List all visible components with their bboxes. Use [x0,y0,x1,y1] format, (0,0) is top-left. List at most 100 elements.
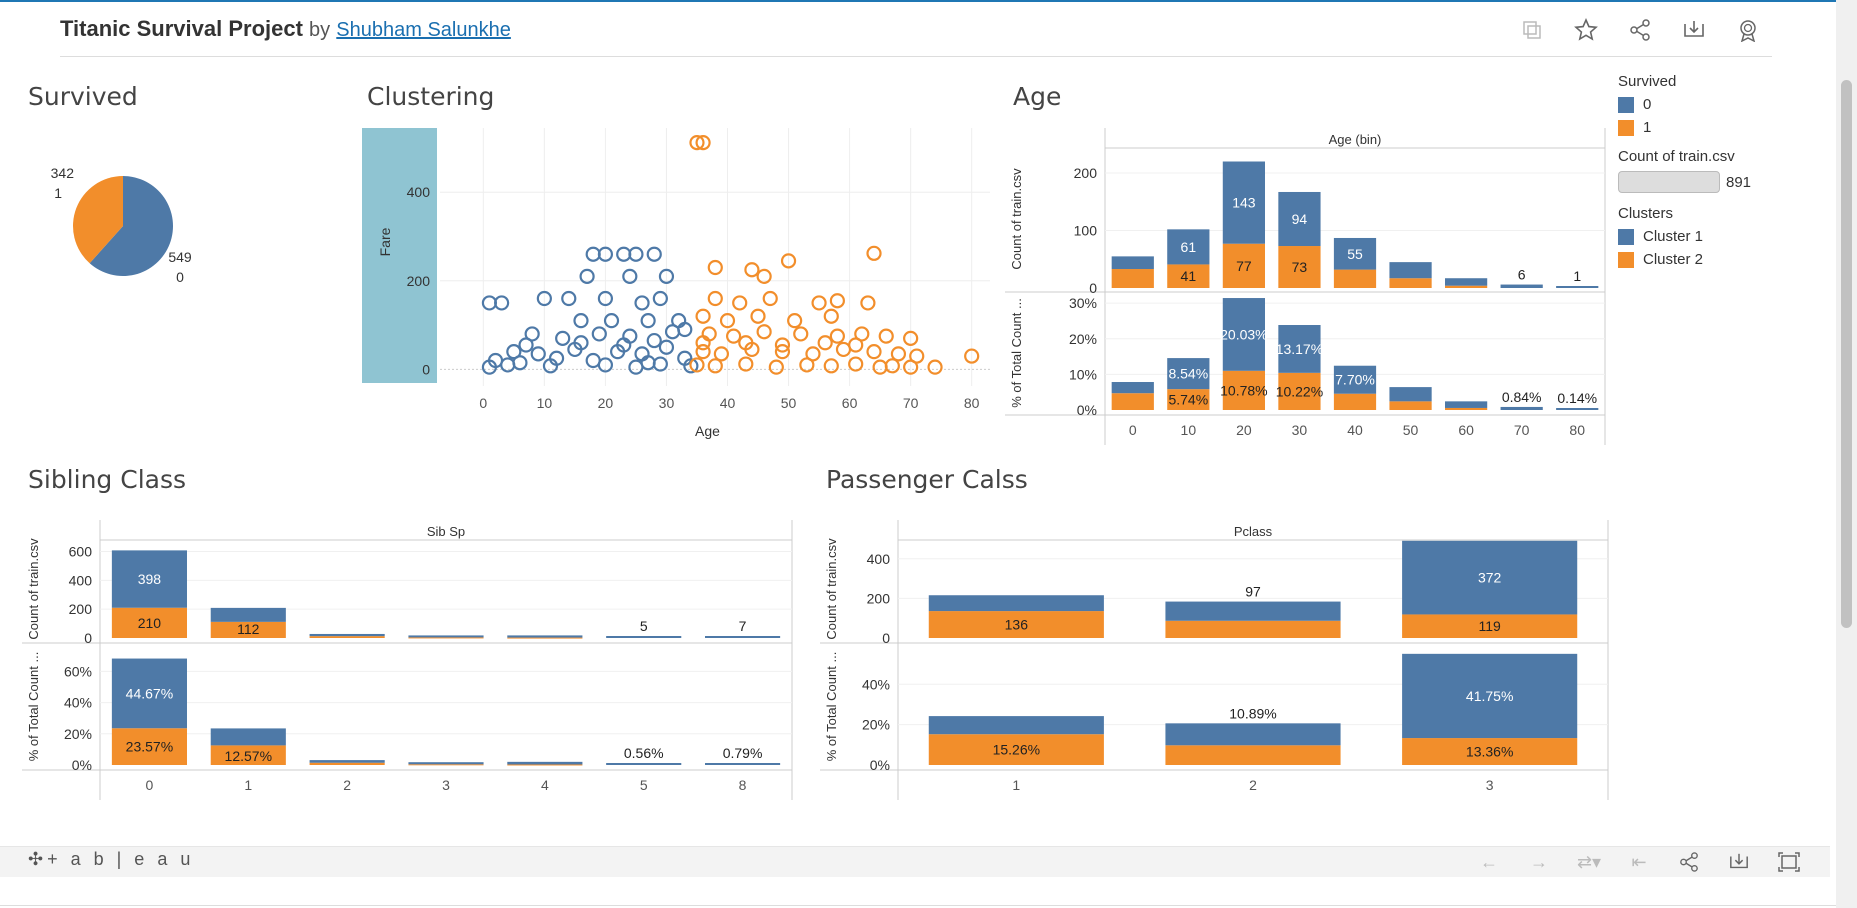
scatter-point[interactable] [707,358,723,374]
copy-icon[interactable] [1518,16,1546,44]
bar-segment-survived-1[interactable] [1165,620,1341,638]
bar-segment-survived-0[interactable] [1389,387,1432,402]
scatter-point[interactable] [884,358,900,374]
scatter-point[interactable] [756,324,772,340]
bar-segment-survived-1[interactable] [1111,393,1154,410]
scatter-point[interactable] [689,357,705,373]
bar-segment-survived-1[interactable] [1402,614,1578,638]
bar-segment-survived-1[interactable] [1167,264,1210,288]
badge-icon[interactable] [1734,16,1762,44]
scatter-point[interactable] [829,293,845,309]
author-link[interactable]: Shubham Salunkhe [336,19,511,41]
scatter-point[interactable] [585,246,601,262]
bar-segment-survived-0[interactable] [1111,382,1154,394]
bar-segment-survived-1[interactable] [1222,370,1265,410]
scatter-point[interactable] [823,308,839,324]
bar-segment-survived-1[interactable] [928,734,1104,765]
bar-segment-survived-0[interactable] [111,658,187,729]
scatter-point[interactable] [695,308,711,324]
scatter-point[interactable] [677,321,693,338]
scatter-point[interactable] [872,359,888,375]
bar-segment-survived-1[interactable] [1402,738,1578,765]
bar-segment-survived-0[interactable] [1445,278,1488,286]
fullscreen-icon[interactable] [1776,850,1802,874]
scatter-point[interactable] [512,355,528,371]
bar-segment-survived-0[interactable] [1165,601,1341,621]
scatter-point[interactable] [524,326,540,342]
undo-icon[interactable]: ← [1480,851,1498,872]
bar-segment-survived-0[interactable] [1222,298,1265,371]
bar-segment-survived-1[interactable] [1167,389,1210,410]
scatter-point[interactable] [634,295,650,311]
scatter-point[interactable] [964,348,980,364]
scatter-point[interactable] [603,313,620,329]
bar-segment-survived-1[interactable] [408,637,484,639]
scatter-point[interactable] [481,295,498,311]
scatter-point[interactable] [866,344,882,360]
scatter-point[interactable] [622,268,638,284]
scatter-point[interactable] [738,356,754,372]
scatter-point[interactable] [787,313,803,329]
bar-segment-survived-1[interactable] [210,745,286,765]
scatter-point[interactable] [695,344,711,360]
bar-segment-survived-0[interactable] [1111,256,1154,270]
bar-segment-survived-0[interactable] [507,761,583,765]
bar-segment-survived-1[interactable] [1222,243,1265,288]
scatter-point[interactable] [683,358,699,374]
scatter-point[interactable] [689,135,705,151]
bar-segment-survived-0[interactable] [1445,401,1488,408]
bar-segment-survived-1[interactable] [1333,393,1377,410]
scatter-point[interactable] [573,335,589,351]
bar-segment-survived-1[interactable] [1389,401,1432,410]
bar-segment-survived-1[interactable] [1111,269,1154,288]
scatter-point[interactable] [616,246,632,262]
redo-icon[interactable]: → [1530,851,1548,872]
bar-segment-survived-1[interactable] [111,607,187,638]
revert-icon[interactable]: ⇄▾ [1576,851,1602,872]
footer-share-icon[interactable] [1676,850,1702,874]
scatter-point[interactable] [903,330,919,346]
share-icon[interactable] [1626,16,1654,44]
scatter-point[interactable] [768,359,784,375]
scatter-point[interactable] [640,313,656,329]
bar-segment-survived-0[interactable] [606,763,682,765]
scatter-point[interactable] [732,295,748,311]
bar-segment-survived-0[interactable] [1167,229,1210,265]
scatter-point[interactable] [652,356,668,372]
scatter-point[interactable] [695,335,711,351]
bar-segment-survived-1[interactable] [1333,269,1377,288]
scatter-point[interactable] [573,313,589,329]
scatter-point[interactable] [774,344,791,360]
bar-segment-survived-0[interactable] [705,763,781,765]
bar-segment-survived-0[interactable] [1333,365,1377,394]
bar-segment-survived-0[interactable] [1167,358,1210,390]
scatter-point[interactable] [707,259,723,276]
bar-segment-survived-0[interactable] [1165,723,1341,746]
bar-segment-survived-0[interactable] [1500,406,1543,410]
bar-segment-survived-1[interactable] [408,764,484,766]
bar-segment-survived-1[interactable] [1165,745,1341,765]
scatter-point[interactable] [494,295,510,311]
bar-segment-survived-0[interactable] [705,636,781,638]
bar-segment-survived-1[interactable] [210,621,286,638]
scatter-point[interactable] [909,348,925,364]
bar-segment-survived-0[interactable] [111,550,187,608]
scatter-point[interactable] [719,313,736,329]
scatter-point[interactable] [848,356,864,372]
bar-segment-survived-0[interactable] [1222,161,1265,244]
scatter-point[interactable] [707,290,723,307]
scatter-point[interactable] [664,324,681,340]
scatter-point[interactable] [597,290,614,307]
download-icon[interactable] [1680,16,1708,44]
scatter-point[interactable] [561,290,577,307]
scatter-point[interactable] [848,337,864,353]
scatter-point[interactable] [579,268,595,284]
scatter-point[interactable] [878,328,894,344]
scatter-point[interactable] [713,346,729,362]
bar-segment-survived-1[interactable] [1278,246,1321,288]
scatter-point[interactable] [530,346,546,362]
scatter-point[interactable] [658,268,675,284]
scatter-point[interactable] [597,357,614,373]
scatter-point[interactable] [628,246,644,262]
bar-segment-survived-0[interactable] [408,635,484,638]
